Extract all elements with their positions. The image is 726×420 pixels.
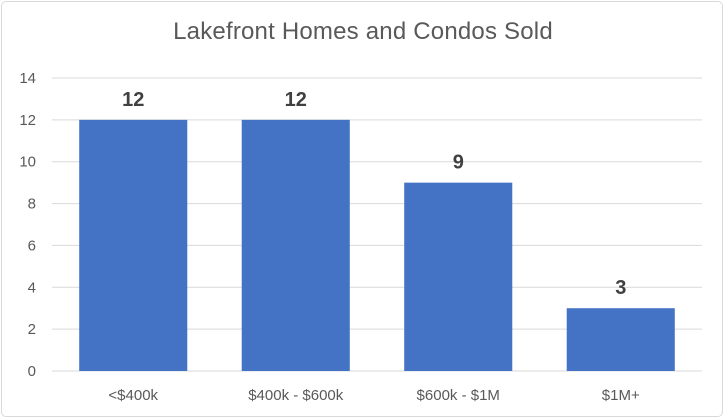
y-tick-label: 12	[19, 112, 36, 129]
y-tick-label: 10	[19, 154, 36, 171]
x-tick-label: $600k - $1M	[417, 387, 500, 404]
y-tick-label: 4	[28, 279, 36, 296]
data-label: 9	[453, 152, 464, 174]
y-tick-label: 2	[28, 321, 36, 338]
y-tick-label: 8	[28, 196, 36, 213]
x-tick-label: $1M+	[602, 387, 640, 404]
bar	[566, 308, 675, 371]
y-tick-label: 0	[28, 363, 36, 380]
bar	[404, 182, 513, 371]
data-label: 12	[285, 89, 307, 111]
data-label: 3	[615, 277, 626, 299]
x-tick-label: $400k - $600k	[248, 387, 344, 404]
bar	[241, 119, 350, 371]
x-tick-label: <$400k	[108, 387, 158, 404]
y-tick-label: 14	[19, 70, 36, 87]
bar	[79, 119, 188, 371]
y-tick-label: 6	[28, 237, 36, 254]
chart-title: Lakefront Homes and Condos Sold	[173, 18, 553, 45]
data-label: 12	[122, 89, 144, 111]
